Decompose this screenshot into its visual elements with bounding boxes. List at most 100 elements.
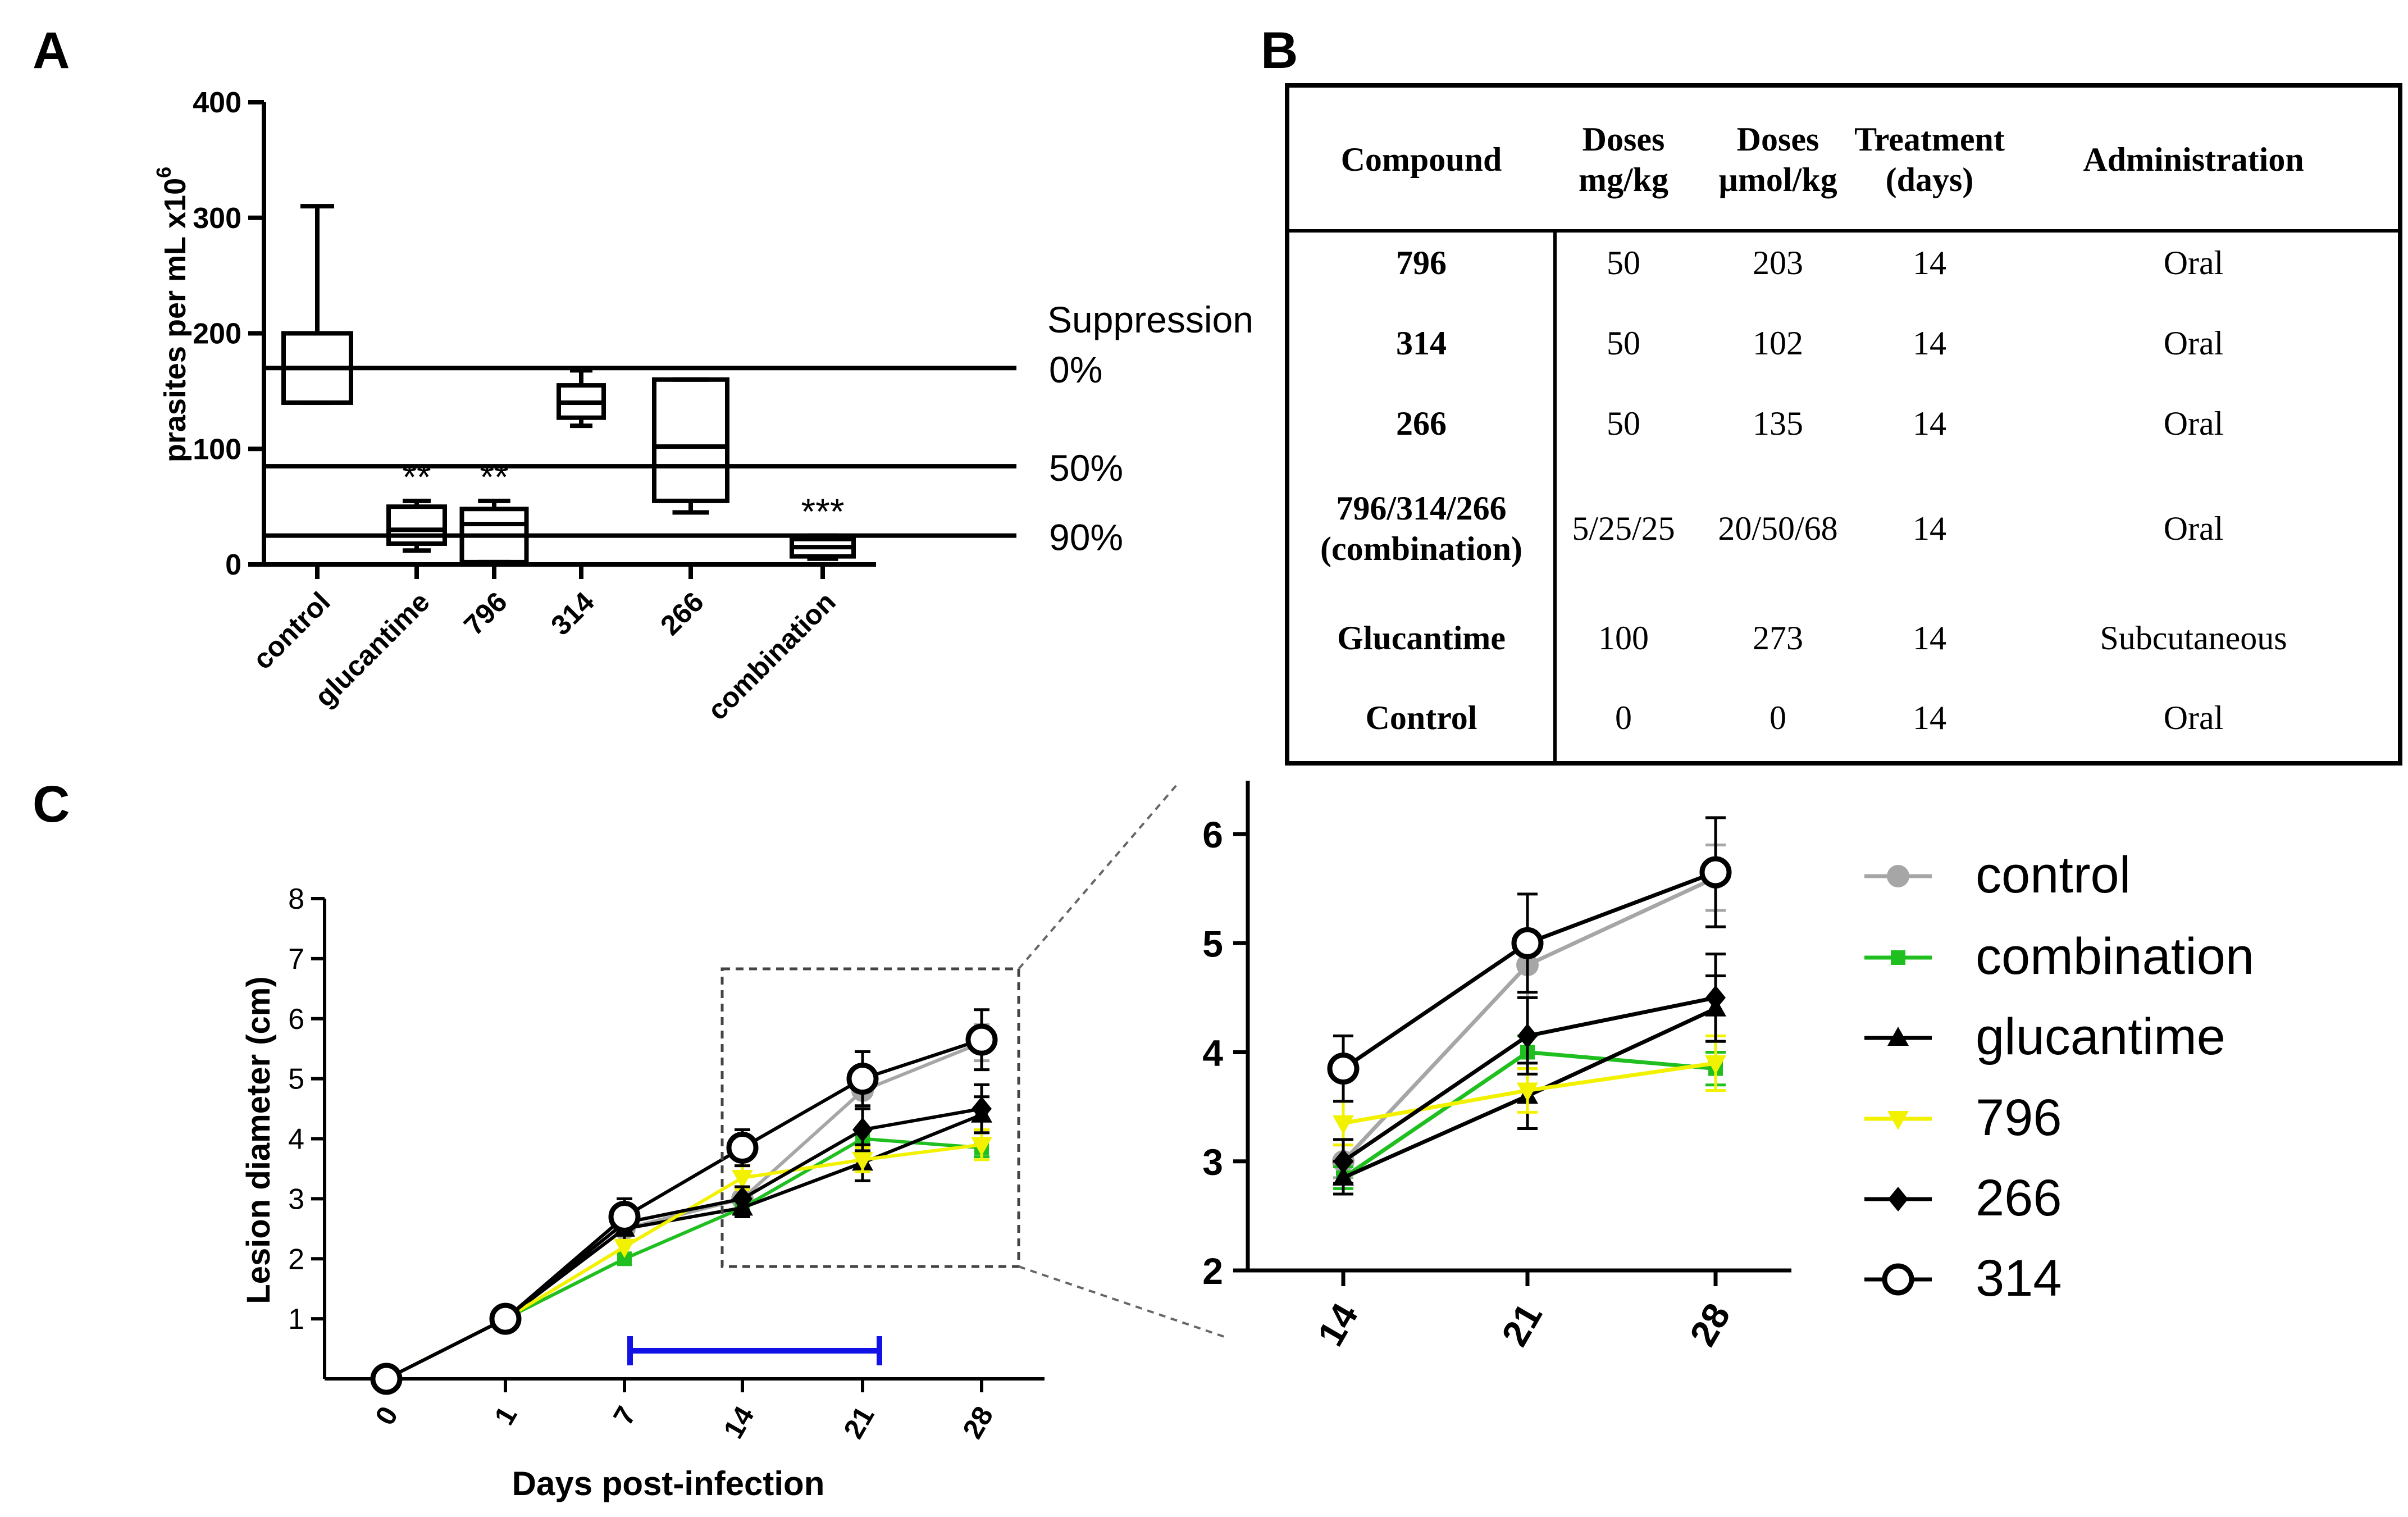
zoom-connector [1018,784,1178,970]
table-cell: 50 [1607,323,1640,363]
y-tick-label: 6 [288,1003,304,1036]
box-1 [386,498,447,553]
table-compound-cell-line: Glucantime [1337,619,1506,657]
table-header-cell: Doses mg/kg [1579,119,1668,200]
legend-entry-314 [1864,1263,1932,1296]
x-axis-label: Days post-infection [512,1465,825,1502]
series-314 [370,1008,998,1395]
significance-marker: *** [801,491,844,532]
table-compound-cell: 796 [1396,243,1447,283]
table-header-cell-line: Treatment [1854,121,2005,158]
marker-diamond [972,1096,992,1122]
zoom-region-box [720,967,1020,1268]
table-header-divider [1289,229,2398,233]
box-iqr [652,377,729,503]
table-cell-line: 5/25/25 [1572,510,1675,547]
box-iqr [386,504,447,546]
y-tick-label: 8 [288,883,304,915]
suppression-label: 50% [1049,447,1123,489]
table-header-cell: Compound [1341,139,1502,180]
y-tick-label: 7 [288,943,304,976]
panel-label-a: A [33,22,70,79]
legend-entry-combination [1864,950,1932,965]
table-header-cell: Administration [2083,139,2304,180]
table-cell-line: Subcutaneous [2100,619,2287,657]
marker-open-circle [726,1132,759,1164]
zoom-x-tick-label: 28 [1681,1296,1738,1353]
legend-label-glucantime: glucantime [1976,1008,2225,1065]
legend-label-266: 266 [1976,1169,2062,1227]
table-cell-line: Oral [2163,325,2224,362]
marker-open-circle [965,1023,998,1056]
table-compound-cell: 796/314/266 (combination) [1320,488,1522,569]
table-cell: Oral [2164,403,2224,444]
legend-entry-796 [1864,1111,1932,1130]
table-header-cell-line: Compound [1340,141,1502,178]
table-cell: 203 [1753,243,1803,283]
marker-open-circle [489,1302,522,1335]
table-cell-line: Oral [2163,405,2224,442]
legend-label-control: control [1976,846,2131,904]
y-tick-label: 4 [288,1123,304,1156]
marker-diamond [852,1117,873,1142]
table-header-cell-line: mg/kg [1578,161,1669,198]
table-cell-line: 135 [1753,405,1803,442]
suppression-label: 90% [1049,517,1123,558]
table-cell-line: 14 [1913,405,1946,442]
y-tick-label: 3 [288,1183,304,1215]
table-cell: 14 [1913,508,1946,549]
table-cell-line: 20/50/68 [1718,510,1838,547]
table-cell: 100 [1598,618,1649,658]
table-cell-line: Oral [2163,699,2224,736]
box-2 [459,498,529,564]
table-cell: 50 [1607,243,1640,283]
suppression-label: 0% [1049,349,1102,390]
table-cell: Oral [2164,698,2224,738]
table-cell-line: 203 [1753,244,1803,281]
zoom-y-tick-label: 6 [1202,814,1223,855]
marker-diamond [1333,1149,1353,1174]
marker-triangle-down [1705,1055,1726,1074]
marker-circle [1887,865,1909,887]
zoom-y-tick-label: 2 [1202,1250,1223,1292]
marker-triangle-down [1333,1115,1354,1135]
y-axis-label-sup: 6 [152,167,175,178]
y-tick-label: 5 [288,1063,304,1096]
marker-diamond [1517,1023,1538,1049]
table-cell-line: 50 [1607,244,1640,281]
legend-entry-glucantime [1864,1027,1932,1046]
table-compound-cell-line: 796 [1396,244,1447,281]
marker-triangle-down [852,1151,873,1171]
table-cell-line: 102 [1753,325,1803,362]
table-cell: 273 [1753,618,1803,658]
y-axis-label: prasites per mL x106 [152,167,192,462]
series-line [385,1038,982,1381]
table-compound-cell: Glucantime [1337,618,1506,658]
zoom-series-line [1342,876,1717,1163]
table-cell: Oral [2164,243,2224,283]
table-cell: 14 [1913,323,1946,363]
y-tick-label: 2 [288,1243,304,1275]
suppression-title: Suppression [1047,299,1253,340]
table-cell-line: 50 [1607,405,1640,442]
marker-open-circle [1511,927,1544,959]
treatment-period-bar [627,1336,882,1365]
table-compound-cell-line: 266 [1396,405,1447,442]
significance-marker: ** [402,456,431,498]
table-cell: 0 [1615,698,1632,738]
y-tick-label: 200 [193,318,241,350]
zoom-y-tick-label: 5 [1202,923,1223,964]
marker-triangle-down [971,1137,992,1156]
table-cell-line: Oral [2163,244,2224,281]
table-cell-line: 100 [1598,619,1649,657]
y-tick-label: 300 [193,202,241,235]
table-header-cell-line: µmol/kg [1718,161,1837,198]
table-cell: 14 [1913,243,1946,283]
box-4 [652,377,729,515]
marker-open-circle [846,1063,879,1095]
box-0 [281,204,353,405]
table-cell-line: 14 [1913,325,1946,362]
marker-open-circle [608,1200,641,1233]
legend-label-combination: combination [1976,928,2255,985]
table-header-cell-line: Doses [1736,121,1819,158]
